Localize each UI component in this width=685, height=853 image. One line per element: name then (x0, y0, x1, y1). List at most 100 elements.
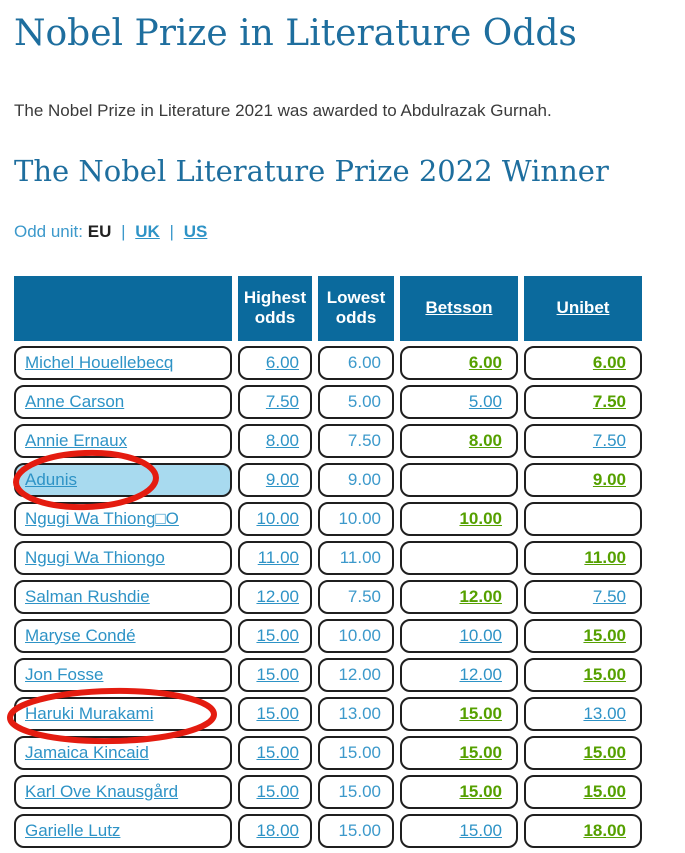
betsson-odds-cell: 5.00 (400, 384, 518, 419)
table-row: Ngugi Wa Thiongo 11.00 11.00 11.00 (14, 540, 642, 575)
odds-value: 10.00 (338, 508, 381, 528)
odds-link[interactable]: 18.00 (256, 820, 299, 840)
author-link[interactable]: Maryse Condé (25, 625, 136, 645)
unibet-link[interactable]: Unibet (556, 298, 610, 318)
best-odds-link[interactable]: 15.00 (583, 625, 626, 645)
betsson-odds-cell (400, 540, 518, 575)
best-odds-link[interactable]: 6.00 (468, 352, 502, 372)
best-odds-link[interactable]: 10.00 (459, 508, 502, 528)
odds-link[interactable]: 15.00 (459, 820, 502, 840)
separator: | (169, 221, 174, 241)
unibet-odds-cell: 18.00 (524, 813, 642, 848)
best-odds-link[interactable]: 15.00 (459, 742, 502, 762)
table-row: Ngugi Wa Thiong□O 10.00 10.00 10.00 (14, 501, 642, 536)
highest-odds-cell: 18.00 (238, 813, 312, 848)
odds-value: 7.50 (347, 430, 381, 450)
odds-table: Highest odds Lowest odds Betsson Unibet … (8, 271, 648, 853)
best-odds-link[interactable]: 15.00 (459, 703, 502, 723)
odds-link[interactable]: 6.00 (265, 352, 299, 372)
odds-link[interactable]: 12.00 (459, 664, 502, 684)
lowest-odds-cell: 15.00 (318, 774, 394, 809)
author-link[interactable]: Adunis (25, 469, 77, 489)
author-link[interactable]: Jon Fosse (25, 664, 104, 684)
odds-link[interactable]: 10.00 (459, 625, 502, 645)
odd-unit-label: Odd unit: (14, 221, 83, 241)
odds-link[interactable]: 15.00 (256, 703, 299, 723)
best-odds-link[interactable]: 8.00 (468, 430, 502, 450)
author-cell: Garielle Lutz (14, 813, 232, 848)
author-link[interactable]: Michel Houellebecq (25, 352, 174, 372)
lowest-odds-cell: 11.00 (318, 540, 394, 575)
author-cell: Haruki Murakami (14, 696, 232, 731)
betsson-odds-cell (400, 462, 518, 497)
col-header-lowest-odds: Lowest odds (318, 275, 394, 341)
unibet-odds-cell: 7.50 (524, 423, 642, 458)
author-cell: Karl Ove Knausgård (14, 774, 232, 809)
odds-value: 12.00 (338, 664, 381, 684)
author-cell: Jon Fosse (14, 657, 232, 692)
author-link[interactable]: Garielle Lutz (25, 820, 121, 840)
highest-odds-cell: 11.00 (238, 540, 312, 575)
author-link[interactable]: Ngugi Wa Thiongo (25, 547, 165, 567)
highest-odds-cell: 6.00 (238, 345, 312, 380)
author-cell: Salman Rushdie (14, 579, 232, 614)
col-header-highest-odds: Highest odds (238, 275, 312, 341)
author-link[interactable]: Salman Rushdie (25, 586, 150, 606)
odds-link[interactable]: 7.50 (592, 430, 626, 450)
best-odds-link[interactable]: 7.50 (592, 391, 626, 411)
odds-link[interactable]: 7.50 (592, 586, 626, 606)
best-odds-link[interactable]: 9.00 (592, 469, 626, 489)
best-odds-link[interactable]: 11.00 (584, 547, 626, 567)
lowest-odds-cell: 7.50 (318, 579, 394, 614)
odds-link[interactable]: 10.00 (256, 508, 299, 528)
odds-link[interactable]: 9.00 (265, 469, 299, 489)
betsson-odds-cell: 6.00 (400, 345, 518, 380)
section-title: The Nobel Literature Prize 2022 Winner (14, 153, 609, 188)
best-odds-link[interactable]: 12.00 (459, 586, 502, 606)
betsson-link[interactable]: Betsson (425, 298, 493, 318)
odds-link[interactable]: 15.00 (256, 664, 299, 684)
odds-link[interactable]: 11.00 (257, 547, 299, 567)
best-odds-link[interactable]: 15.00 (459, 781, 502, 801)
best-odds-link[interactable]: 15.00 (583, 781, 626, 801)
unibet-odds-cell: 9.00 (524, 462, 642, 497)
odds-link[interactable]: 8.00 (265, 430, 299, 450)
odds-value: 9.00 (347, 469, 381, 489)
odds-link[interactable]: 12.00 (256, 586, 299, 606)
col-header-betsson: Betsson (400, 275, 518, 341)
best-odds-link[interactable]: 15.00 (583, 664, 626, 684)
author-link[interactable]: Haruki Murakami (25, 703, 154, 723)
author-link[interactable]: Annie Ernaux (25, 430, 128, 450)
odds-link[interactable]: 15.00 (256, 742, 299, 762)
lowest-odds-cell: 15.00 (318, 813, 394, 848)
unibet-odds-cell: 15.00 (524, 774, 642, 809)
table-row: Karl Ove Knausgård 15.00 15.00 15.00 15.00 (14, 774, 642, 809)
lowest-odds-cell: 10.00 (318, 501, 394, 536)
odds-link[interactable]: 15.00 (256, 781, 299, 801)
best-odds-link[interactable]: 18.00 (583, 820, 626, 840)
odds-value: 5.00 (347, 391, 381, 411)
author-link[interactable]: Ngugi Wa Thiong□O (25, 508, 179, 528)
betsson-odds-cell: 10.00 (400, 618, 518, 653)
odd-unit-uk-link[interactable]: UK (135, 221, 160, 241)
odds-value: 13.00 (338, 703, 381, 723)
intro-text: The Nobel Prize in Literature 2021 was a… (14, 100, 552, 120)
author-link[interactable]: Jamaica Kincaid (25, 742, 149, 762)
author-cell: Anne Carson (14, 384, 232, 419)
odd-unit-us-link[interactable]: US (183, 221, 208, 241)
author-cell: Adunis (14, 462, 232, 497)
odds-link[interactable]: 15.00 (256, 625, 299, 645)
best-odds-link[interactable]: 6.00 (592, 352, 626, 372)
odds-link[interactable]: 7.50 (265, 391, 299, 411)
highest-odds-cell: 15.00 (238, 774, 312, 809)
author-link[interactable]: Karl Ove Knausgård (25, 781, 179, 801)
table-row: Salman Rushdie 12.00 7.50 12.00 7.50 (14, 579, 642, 614)
best-odds-link[interactable]: 15.00 (583, 742, 626, 762)
author-link[interactable]: Anne Carson (25, 391, 125, 411)
odds-link[interactable]: 5.00 (468, 391, 502, 411)
odds-value: 15.00 (338, 820, 381, 840)
table-row: Adunis 9.00 9.00 9.00 (14, 462, 642, 497)
odds-value: 15.00 (338, 742, 381, 762)
betsson-odds-cell: 15.00 (400, 813, 518, 848)
odds-link[interactable]: 13.00 (583, 703, 626, 723)
